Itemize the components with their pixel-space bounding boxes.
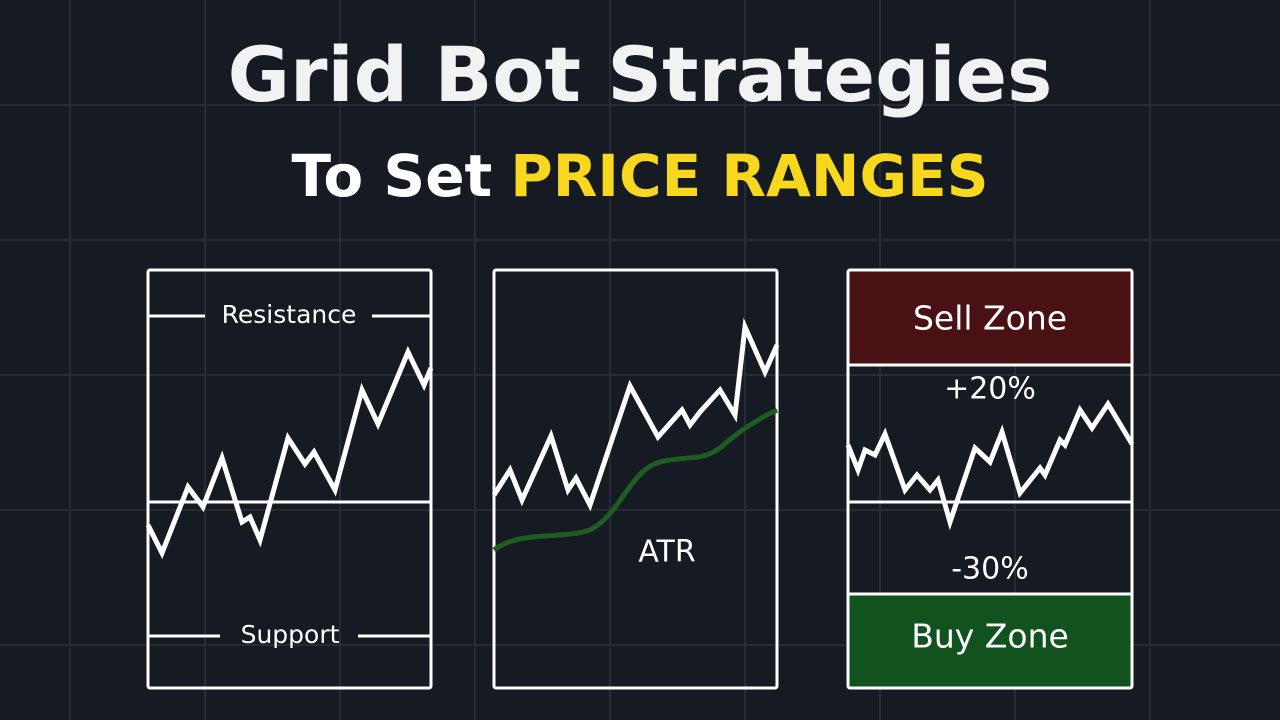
atr-panel: ATR xyxy=(491,268,780,690)
price-line xyxy=(491,317,780,512)
upper-pct: +20% xyxy=(944,372,1036,407)
title: Grid Bot Strategies xyxy=(228,30,1053,119)
panel-frame xyxy=(146,268,433,690)
atr-line xyxy=(492,407,779,553)
support-label: Support xyxy=(241,620,340,649)
buy-zone xyxy=(848,594,1132,688)
subtitle-highlight: PRICE RANGES xyxy=(510,142,988,210)
panel-frame xyxy=(846,268,1134,690)
panel-frame xyxy=(492,268,779,690)
subtitle: To Set PRICE RANGES xyxy=(292,142,989,210)
atr-label: ATR xyxy=(638,535,695,570)
support-resistance-panel: Resistance Support xyxy=(145,268,434,690)
resistance-label: Resistance xyxy=(222,300,357,329)
price-line xyxy=(845,399,1135,531)
sell-zone xyxy=(848,270,1132,365)
sell-zone-label: Sell Zone xyxy=(913,299,1067,338)
lower-pct: -30% xyxy=(951,552,1029,587)
zones-panel: Sell Zone +20% -30% Buy Zone xyxy=(845,268,1135,690)
subtitle-text: To Set xyxy=(292,142,493,210)
price-line xyxy=(145,345,434,560)
buy-zone-label: Buy Zone xyxy=(911,617,1069,656)
